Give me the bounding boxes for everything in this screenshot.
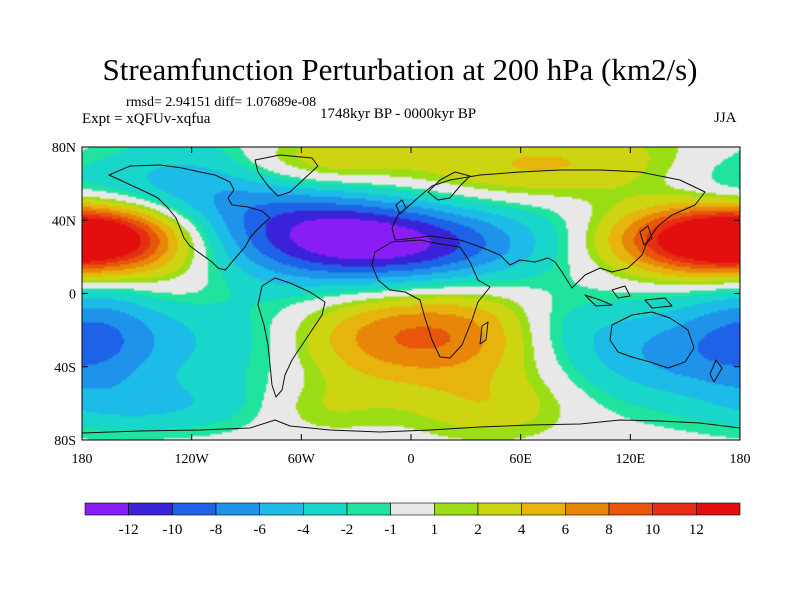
colorbar-swatch [521,502,566,516]
colorbar: -12 -10 -8 -6 -4 -2 -1 1 2 4 6 8 10 12 [84,502,741,538]
colorbar-swatch [172,502,217,516]
colorbar-label: 12 [689,522,704,538]
coastline-british-isles [395,199,407,215]
colorbar-label: 10 [645,522,660,538]
lon-tick-label: 60E [509,452,532,467]
colorbar-swatch [477,502,522,516]
colorbar-swatch [128,502,173,516]
colorbar-label: -6 [253,522,266,538]
colorbar-swatch [259,502,304,516]
coastline-north-america [108,164,271,271]
coastline-africa [371,239,491,359]
coastline-new-zealand [709,359,723,383]
streamfunction-field [82,147,740,440]
lat-tick-label: 40N [52,214,76,229]
coastlines [82,154,740,434]
latitude-axis: 80N 40N 0 40S 80S [52,141,740,449]
colorbar-swatch [652,502,697,516]
colorbar-swatch [84,502,129,516]
colorbar-label: 6 [562,522,570,538]
coastline-eurasia [391,169,706,289]
colorbar-swatch [608,502,653,516]
experiment-label: Expt = xQFUv-xqfua [82,111,211,127]
coastline-australia [609,311,695,369]
lon-tick-label: 120W [175,452,210,467]
coastline-new-guinea [644,297,673,309]
colorbar-swatch [565,502,610,516]
lon-tick-label: 180 [72,452,93,467]
lat-tick-label: 80N [52,141,76,156]
colorbar-label: -8 [210,522,223,538]
season-label: JJA [714,110,737,126]
colorbar-label: 8 [605,522,613,538]
colorbar-label: -10 [162,522,182,538]
colorbar-swatch [215,502,260,516]
colorbar-swatch [346,502,391,516]
coastline-scandinavia [427,171,471,201]
colorbar-label: -1 [384,522,397,538]
colorbar-label: 2 [474,522,482,538]
colorbar-label: -4 [297,522,310,538]
coastline-south-america [257,277,326,398]
colorbar-label: -12 [119,522,139,538]
lat-tick-label: 40S [54,361,76,376]
lat-tick-label: 80S [54,434,76,449]
stats-label: rmsd= 2.94151 diff= 1.07689e-08 [126,95,317,110]
figure-title: Streamfunction Perturbation at 200 hPa (… [102,52,698,87]
colorbar-swatch [434,502,479,516]
colorbar-label: 4 [518,522,526,538]
coastline-greenland [254,154,319,197]
coastline-japan [639,225,653,246]
lon-tick-label: 0 [408,452,415,467]
colorbar-swatch [696,502,741,516]
colorbar-swatch [303,502,348,516]
lon-tick-label: 180 [730,452,751,467]
colorbar-label: -2 [341,522,354,538]
longitude-axis: 180 120W 60W 0 60E 120E 180 [72,147,751,467]
colorbar-swatch [390,502,435,516]
coastline-indonesia-2 [611,285,631,299]
coastline-madagascar [479,321,489,345]
period-label: 1748kyr BP - 0000kyr BP [320,106,477,122]
coastline-indonesia-1 [584,294,613,307]
lat-tick-label: 0 [69,288,76,303]
colorbar-label: 1 [431,522,439,538]
lon-tick-label: 60W [288,452,316,467]
coastline-antarctica [82,419,740,434]
lon-tick-label: 120E [616,452,646,467]
